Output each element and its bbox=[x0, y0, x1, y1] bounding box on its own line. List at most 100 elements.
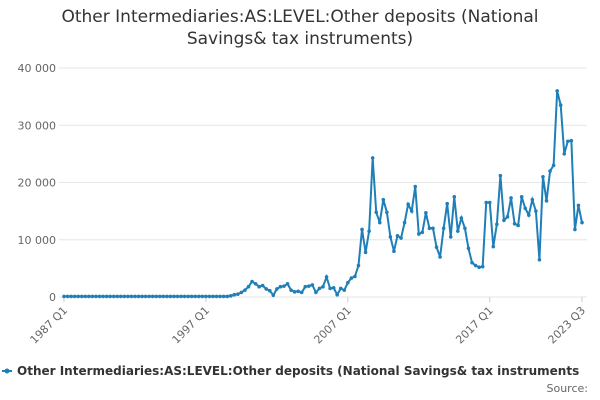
data-point bbox=[519, 195, 524, 199]
data-point bbox=[136, 294, 141, 299]
data-point bbox=[420, 230, 425, 235]
data-point bbox=[448, 235, 453, 239]
data-point bbox=[296, 289, 300, 294]
data-point bbox=[214, 294, 219, 299]
data-point bbox=[409, 209, 414, 213]
data-point bbox=[157, 294, 162, 299]
data-point bbox=[427, 226, 432, 231]
data-point bbox=[317, 286, 322, 291]
data-point bbox=[204, 294, 208, 299]
data-point bbox=[69, 294, 73, 299]
data-point bbox=[62, 294, 66, 299]
data-point bbox=[292, 290, 297, 294]
data-point bbox=[466, 246, 471, 251]
legend-label: Other Intermediaries:AS:LEVEL:Other depo… bbox=[17, 364, 579, 378]
data-point bbox=[363, 250, 368, 255]
data-point bbox=[526, 213, 531, 217]
data-point bbox=[90, 294, 95, 299]
data-point bbox=[456, 229, 460, 233]
data-point bbox=[566, 139, 570, 144]
data-point bbox=[402, 220, 407, 225]
data-point bbox=[416, 232, 421, 236]
data-point bbox=[101, 294, 105, 299]
data-point bbox=[349, 276, 354, 280]
data-point bbox=[452, 195, 457, 199]
data-point bbox=[175, 294, 180, 299]
data-point bbox=[321, 284, 325, 289]
y-tick-label: 10 000 bbox=[18, 234, 57, 247]
series-line bbox=[64, 90, 583, 298]
data-point bbox=[182, 294, 187, 299]
data-point bbox=[79, 294, 84, 299]
data-point bbox=[275, 287, 279, 291]
data-point bbox=[143, 294, 148, 299]
data-point bbox=[314, 290, 318, 295]
y-tick-label: 0 bbox=[49, 291, 56, 304]
data-point bbox=[307, 284, 311, 288]
data-point bbox=[484, 200, 489, 205]
data-point bbox=[473, 263, 478, 268]
data-point bbox=[523, 206, 528, 211]
data-point bbox=[580, 220, 584, 225]
chart-title: Other Intermediaries:AS:LEVEL:Other depo… bbox=[61, 7, 539, 49]
data-point bbox=[172, 294, 176, 299]
data-point bbox=[299, 290, 304, 295]
data-point bbox=[502, 218, 506, 223]
data-point bbox=[555, 89, 559, 93]
data-point bbox=[118, 294, 123, 299]
data-point bbox=[328, 286, 332, 291]
data-point bbox=[257, 284, 261, 289]
data-point bbox=[370, 156, 375, 160]
data-point bbox=[487, 200, 492, 205]
data-point bbox=[360, 227, 364, 232]
data-point bbox=[573, 227, 577, 232]
data-point bbox=[385, 210, 389, 215]
data-point bbox=[72, 294, 77, 299]
data-point bbox=[470, 260, 474, 265]
data-point bbox=[122, 294, 127, 299]
data-point bbox=[239, 290, 244, 295]
data-point bbox=[65, 294, 70, 299]
data-point bbox=[289, 288, 293, 292]
data-point bbox=[530, 197, 535, 202]
data-point bbox=[243, 288, 247, 292]
data-point bbox=[108, 294, 112, 299]
data-point bbox=[221, 294, 226, 299]
data-point bbox=[335, 292, 339, 297]
data-point bbox=[115, 294, 120, 299]
data-point bbox=[94, 294, 98, 299]
data-point bbox=[267, 288, 272, 293]
data-point bbox=[558, 103, 563, 108]
data-point bbox=[438, 255, 442, 259]
data-point bbox=[551, 163, 556, 168]
data-point bbox=[480, 264, 485, 269]
data-point bbox=[83, 294, 88, 299]
data-point bbox=[381, 197, 386, 202]
data-point bbox=[562, 152, 567, 156]
data-point bbox=[200, 294, 205, 299]
data-point bbox=[537, 257, 542, 262]
data-point bbox=[569, 138, 574, 143]
data-point bbox=[424, 211, 428, 215]
data-point bbox=[534, 209, 538, 213]
data-point bbox=[509, 196, 513, 200]
data-point bbox=[431, 226, 435, 231]
data-point bbox=[193, 294, 198, 299]
data-point bbox=[211, 294, 215, 299]
data-point bbox=[111, 294, 116, 299]
data-point bbox=[324, 275, 329, 279]
data-point bbox=[441, 226, 446, 231]
data-point bbox=[278, 284, 283, 289]
data-point bbox=[434, 245, 439, 249]
data-point bbox=[129, 294, 134, 299]
data-point bbox=[76, 294, 80, 299]
data-point bbox=[197, 294, 201, 299]
data-point bbox=[260, 283, 265, 288]
data-point bbox=[445, 201, 449, 206]
data-point bbox=[189, 294, 194, 299]
data-point bbox=[377, 220, 382, 225]
data-point bbox=[147, 294, 151, 299]
data-point bbox=[498, 173, 503, 178]
data-point bbox=[236, 292, 240, 296]
